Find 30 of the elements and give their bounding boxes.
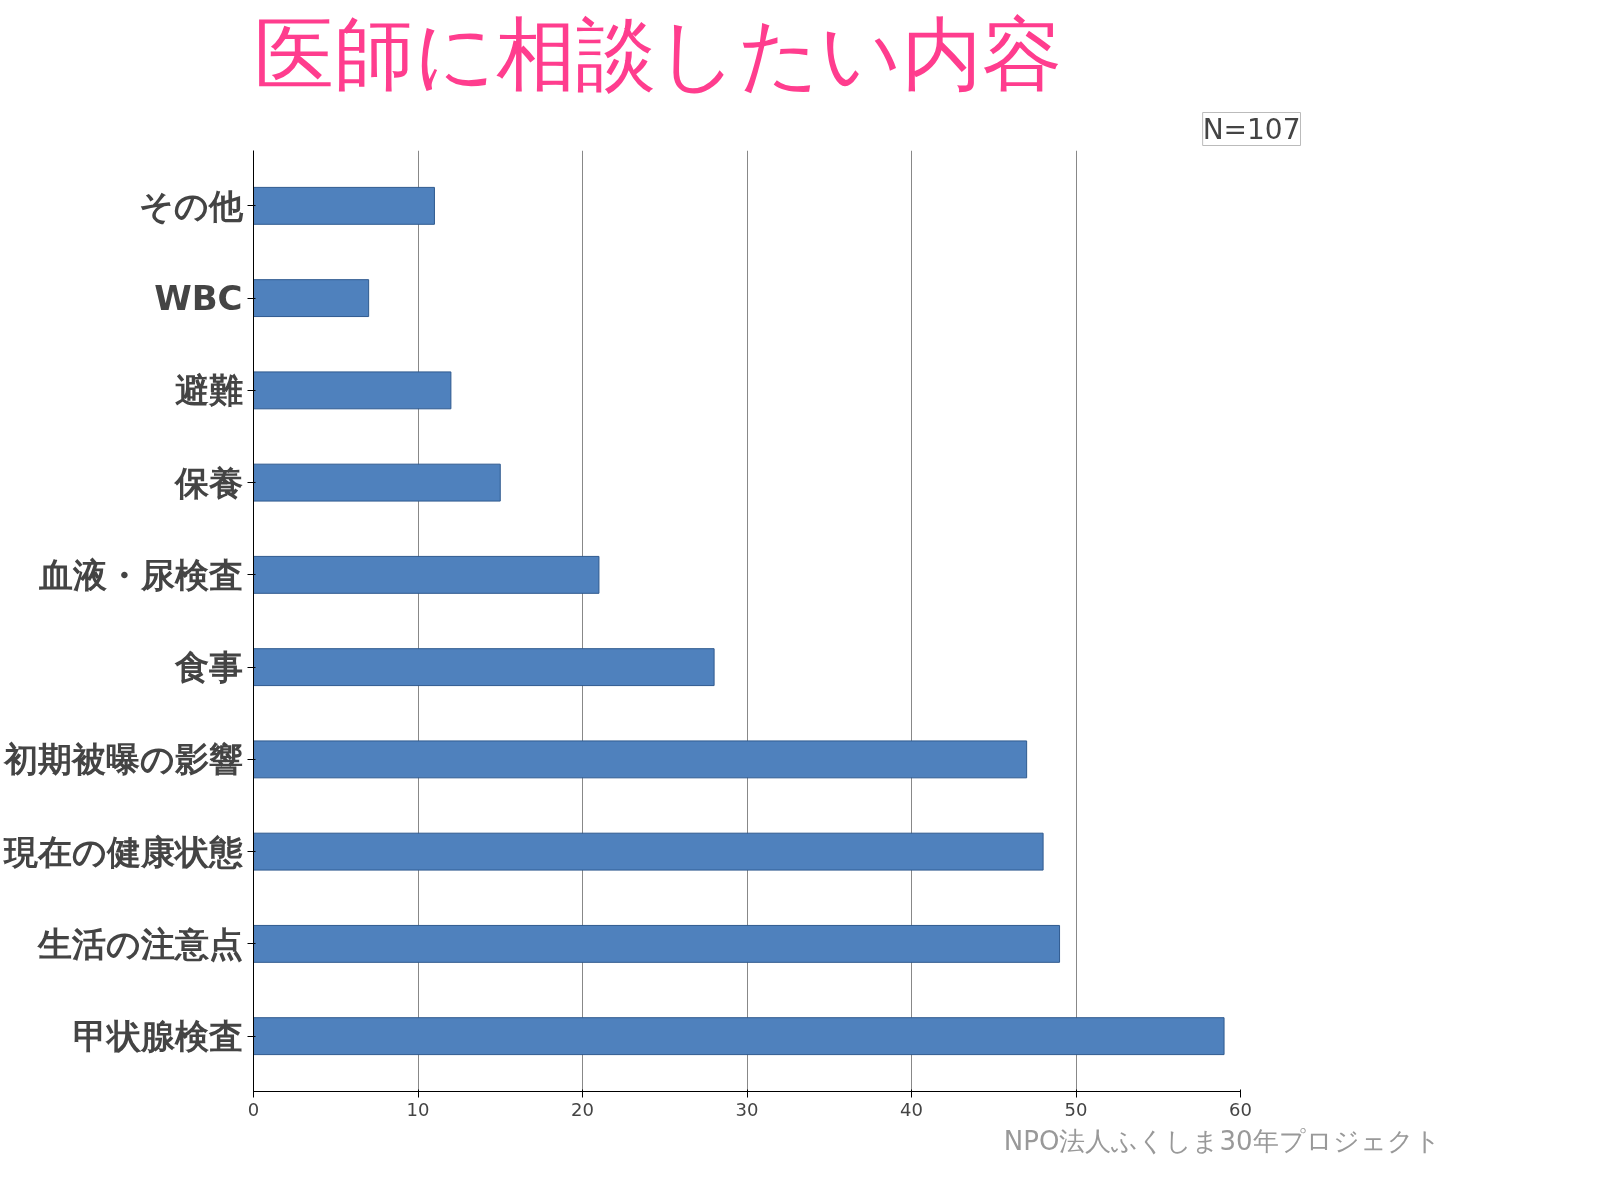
bar — [253, 555, 600, 594]
text: NPO法人ふくしま30年プロジェクト — [1003, 1125, 1441, 1156]
y-tick-label: 避難 — [174, 370, 243, 411]
x-tick-label: 10 — [406, 1098, 430, 1120]
y-tick-label: 食事 — [173, 647, 243, 688]
chart-title: 医師に相談したい内容 — [253, 7, 1062, 101]
text: N=107 — [1202, 112, 1301, 146]
bar — [253, 924, 1061, 963]
y-tick-label: WBC — [154, 278, 243, 319]
bar — [253, 648, 715, 687]
x-tick-label: 30 — [735, 1098, 759, 1120]
y-tick-label: 生活の注意点 — [36, 923, 243, 964]
y-tick-label: 保養 — [172, 462, 243, 503]
y-tick-label: その他 — [138, 185, 244, 226]
bar — [253, 832, 1044, 871]
y-tick-label: 甲状腺検査 — [72, 1016, 243, 1057]
x-tick-label: 40 — [900, 1098, 923, 1120]
y-tick-label: 血液・尿検査 — [37, 554, 243, 595]
y-tick-label: 現在の健康状態 — [2, 831, 243, 872]
x-tick-label: 60 — [1229, 1098, 1252, 1120]
x-tick-label: 20 — [571, 1098, 594, 1120]
bar — [253, 279, 370, 318]
bar — [253, 371, 452, 410]
y-tick-label: 初期被曝の影響 — [2, 739, 243, 780]
bar — [253, 186, 435, 225]
x-tick-label: 0 — [247, 1098, 260, 1120]
bar — [253, 1017, 1225, 1056]
x-tick-label: 50 — [1064, 1098, 1088, 1120]
bar — [253, 463, 501, 502]
bar — [253, 740, 1028, 779]
